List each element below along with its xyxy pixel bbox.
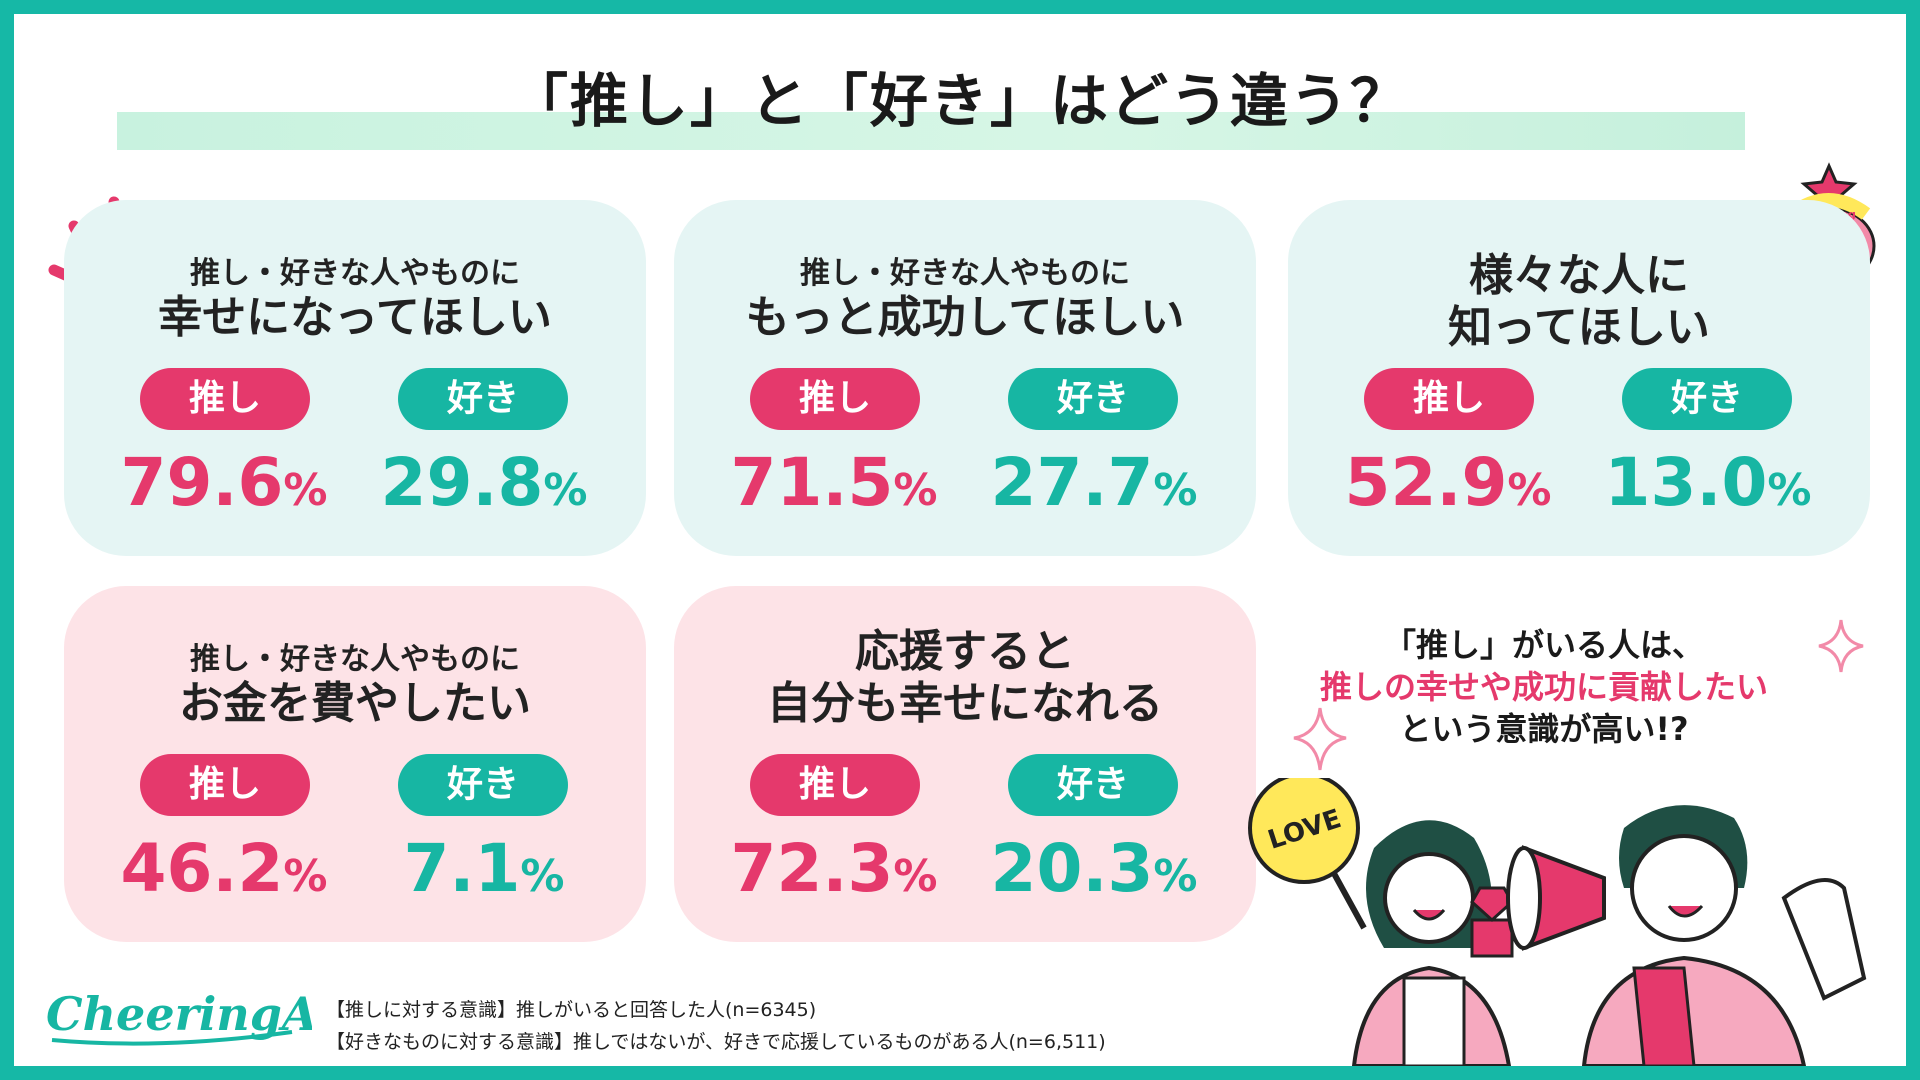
- suki-label: 好き: [398, 368, 568, 430]
- stat-card-5: 応援すると 自分も幸せになれる 推し 好き 72.3% 20.3%: [674, 586, 1256, 942]
- oshi-value: 52.9%: [1344, 444, 1552, 521]
- card-heading-line2: 自分も幸せになれる: [767, 678, 1163, 729]
- card-heading: もっと成功してほしい: [745, 292, 1185, 343]
- page-title: 「推し」と「好き」はどう違う？: [509, 67, 1410, 135]
- card-subtitle: 推し・好きな人やものに: [190, 642, 520, 677]
- sparkle-icon: [1293, 707, 1347, 771]
- card-subtitle: 推し・好きな人やものに: [800, 256, 1130, 291]
- suki-label: 好き: [1008, 754, 1178, 816]
- stat-card-4: 推し・好きな人やものに お金を費やしたい 推し 好き 46.2% 7.1%: [64, 586, 646, 942]
- logo-text: CheeringAD: [46, 987, 312, 1041]
- card-subtitle: 推し・好きな人やものに: [190, 256, 520, 291]
- oshi-label: 推し: [140, 754, 310, 816]
- card-heading: 応援すると: [855, 626, 1075, 677]
- suki-label: 好き: [1008, 368, 1178, 430]
- oshi-value: 79.6%: [120, 444, 328, 521]
- callout-line-3: という意識が高い!?: [1399, 710, 1689, 748]
- oshi-label: 推し: [140, 368, 310, 430]
- suki-value: 13.0%: [1604, 444, 1812, 521]
- suki-value: 20.3%: [990, 830, 1198, 907]
- oshi-label: 推し: [750, 368, 920, 430]
- suki-value: 29.8%: [380, 444, 588, 521]
- title-highlight-band: [117, 112, 1745, 150]
- fans-illustration: LOVE: [1248, 778, 1867, 1066]
- card-heading: 幸せになってほしい: [158, 292, 552, 343]
- suki-value: 7.1%: [403, 830, 565, 907]
- note-line-2: 【好きなものに対する意識】推しではないが、好きで応援しているものがある人(n=6…: [326, 1031, 1106, 1053]
- cheering-ad-logo: CheeringAD: [46, 987, 312, 1046]
- sparkle-icon: [1818, 619, 1864, 673]
- oshi-value: 72.3%: [730, 830, 938, 907]
- stat-card-3: 様々な人に 知ってほしい 推し 好き 52.9% 13.0%: [1288, 200, 1870, 556]
- stat-card-1: 推し・好きな人やものに 幸せになってほしい 推し 好き 79.6% 29.8%: [64, 200, 646, 556]
- infographic-frame: 「推し」と「好き」はどう違う？ AD Cheering 推し・好きな人やものに …: [14, 14, 1906, 1066]
- conclusion-callout: 「推し」がいる人は、 推しの幸せや成功に貢献したい という意識が高い!?: [1264, 624, 1824, 750]
- survey-notes: 【推しに対する意識】推しがいると回答した人(n=6345) 【好きなものに対する…: [326, 994, 1106, 1058]
- oshi-value: 46.2%: [120, 830, 328, 907]
- note-line-1: 【推しに対する意識】推しがいると回答した人(n=6345): [326, 999, 817, 1021]
- callout-line-2: 推しの幸せや成功に貢献したい: [1319, 668, 1768, 706]
- card-heading: お金を費やしたい: [179, 678, 531, 729]
- oshi-label: 推し: [750, 754, 920, 816]
- callout-line-1: 「推し」がいる人は、: [1383, 626, 1704, 664]
- card-heading: 様々な人に: [1469, 250, 1689, 301]
- card-heading-line2: 知ってほしい: [1448, 302, 1710, 353]
- suki-label: 好き: [1622, 368, 1792, 430]
- oshi-label: 推し: [1364, 368, 1534, 430]
- oshi-value: 71.5%: [730, 444, 938, 521]
- suki-value: 27.7%: [990, 444, 1198, 521]
- suki-label: 好き: [398, 754, 568, 816]
- stat-card-2: 推し・好きな人やものに もっと成功してほしい 推し 好き 71.5% 27.7%: [674, 200, 1256, 556]
